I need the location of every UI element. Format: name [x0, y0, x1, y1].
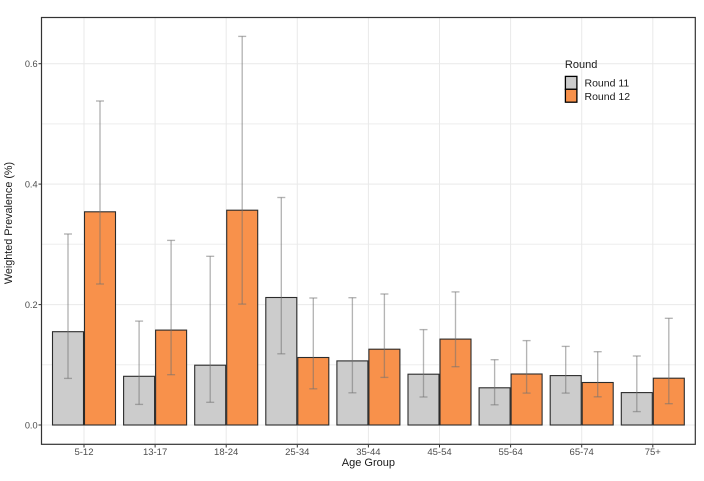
svg-text:0.0: 0.0 — [25, 420, 38, 430]
svg-text:75+: 75+ — [645, 447, 662, 458]
svg-text:18-24: 18-24 — [214, 447, 238, 458]
svg-text:5-12: 5-12 — [74, 447, 93, 458]
svg-text:Round 11: Round 11 — [585, 78, 630, 90]
svg-text:35-44: 35-44 — [356, 447, 380, 458]
svg-text:Round 12: Round 12 — [585, 91, 631, 103]
svg-text:Round: Round — [565, 59, 597, 71]
svg-text:25-34: 25-34 — [285, 447, 309, 458]
svg-text:0.4: 0.4 — [25, 179, 38, 189]
svg-text:0.2: 0.2 — [25, 300, 38, 310]
svg-text:45-54: 45-54 — [427, 447, 451, 458]
svg-text:55-64: 55-64 — [498, 447, 522, 458]
svg-text:Weighted Prevalence (%): Weighted Prevalence (%) — [3, 162, 15, 284]
svg-text:65-74: 65-74 — [570, 447, 594, 458]
svg-text:Age Group: Age Group — [342, 457, 395, 469]
svg-text:0.6: 0.6 — [25, 59, 38, 69]
svg-text:13-17: 13-17 — [143, 447, 167, 458]
